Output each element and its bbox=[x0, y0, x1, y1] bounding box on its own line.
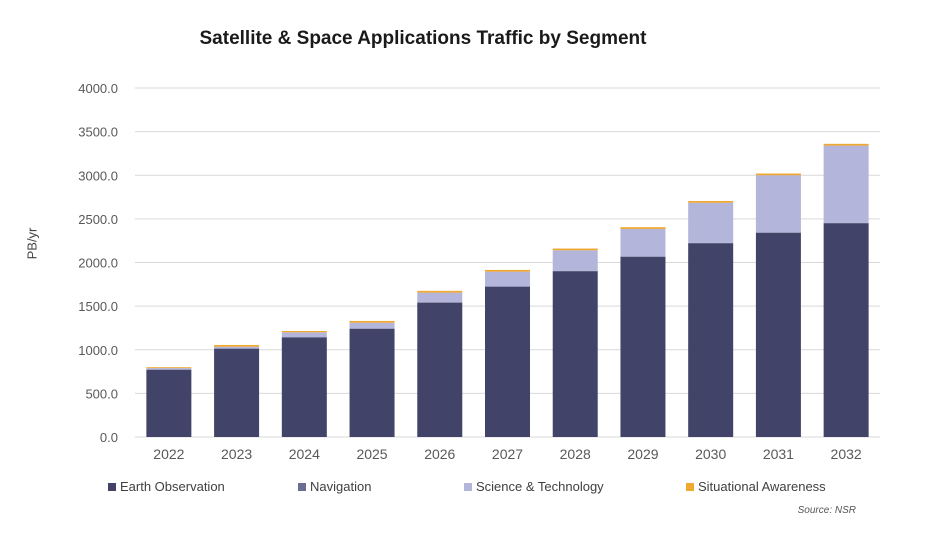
x-tick-label: 2027 bbox=[492, 446, 523, 462]
chart-title: Satellite & Space Applications Traffic b… bbox=[199, 28, 647, 49]
legend-swatch bbox=[108, 482, 116, 491]
bar-science-technology-2023 bbox=[214, 346, 260, 349]
x-tick-label: 2024 bbox=[289, 446, 320, 462]
legend-label: Earth Observation bbox=[120, 479, 225, 494]
bar-situational-awareness-2025 bbox=[349, 320, 395, 323]
y-tick-label: 2000.0 bbox=[78, 256, 118, 271]
legend-item: Situational Awareness bbox=[686, 479, 886, 494]
bar-navigation-2024 bbox=[281, 337, 327, 338]
legend-swatch bbox=[686, 482, 694, 491]
x-tick-label: 2030 bbox=[695, 446, 726, 462]
bar-earth-observation-2028 bbox=[552, 271, 598, 437]
bar-science-technology-2024 bbox=[281, 332, 327, 338]
bar-situational-awareness-2032 bbox=[823, 143, 869, 146]
legend: Earth Observation Navigation Science & Tec… bbox=[108, 479, 886, 494]
bar-situational-awareness-2027 bbox=[485, 269, 530, 272]
y-tick-label: 4000.0 bbox=[78, 81, 118, 96]
bar-situational-awareness-2022 bbox=[146, 367, 192, 369]
legend-swatch bbox=[464, 482, 472, 491]
legend-item: Science & Technology bbox=[464, 479, 686, 494]
legend-swatch bbox=[298, 482, 306, 491]
legend-label: Science & Technology bbox=[476, 479, 604, 494]
y-tick-label: 1000.0 bbox=[78, 343, 118, 358]
legend-label: Situational Awareness bbox=[698, 479, 826, 494]
bar-science-technology-2031 bbox=[755, 175, 801, 233]
bar-navigation-2030 bbox=[688, 242, 734, 244]
y-tick-label: 3500.0 bbox=[78, 125, 118, 140]
bar-science-technology-2030 bbox=[688, 202, 734, 243]
bar-navigation-2025 bbox=[349, 328, 395, 329]
bar-navigation-2023 bbox=[214, 348, 260, 349]
bar-earth-observation-2032 bbox=[823, 223, 869, 437]
x-tick-label: 2032 bbox=[831, 446, 862, 462]
bar-science-technology-2032 bbox=[823, 145, 869, 223]
bar-situational-awareness-2024 bbox=[281, 330, 327, 333]
bar-navigation-2029 bbox=[620, 256, 666, 257]
bar-earth-observation-2022 bbox=[146, 369, 192, 437]
legend-label: Navigation bbox=[310, 479, 372, 494]
legend-item: Navigation bbox=[298, 479, 464, 494]
bar-navigation-2022 bbox=[146, 369, 192, 370]
bar-situational-awareness-2030 bbox=[688, 200, 734, 203]
bar-situational-awareness-2029 bbox=[620, 227, 666, 229]
legend-item: Earth Observation bbox=[108, 479, 298, 494]
bar-navigation-2027 bbox=[485, 286, 530, 287]
bar-situational-awareness-2026 bbox=[417, 290, 463, 293]
bar-earth-observation-2030 bbox=[688, 243, 734, 437]
bar-science-technology-2027 bbox=[485, 271, 530, 287]
bar-science-technology-2025 bbox=[349, 322, 395, 329]
bar-situational-awareness-2028 bbox=[552, 248, 598, 251]
bar-navigation-2028 bbox=[552, 270, 598, 272]
bar-navigation-2026 bbox=[417, 302, 463, 303]
y-tick-label: 0.0 bbox=[100, 430, 118, 445]
x-tick-label: 2028 bbox=[560, 446, 591, 462]
x-tick-label: 2026 bbox=[424, 446, 455, 462]
x-tick-label: 2031 bbox=[763, 446, 794, 462]
y-tick-label: 500.0 bbox=[85, 386, 118, 401]
bar-earth-observation-2026 bbox=[417, 302, 463, 437]
bar-earth-observation-2024 bbox=[281, 337, 327, 437]
bar-earth-observation-2023 bbox=[214, 348, 260, 437]
bar-navigation-2031 bbox=[755, 232, 801, 233]
bar-navigation-2032 bbox=[823, 222, 869, 224]
x-tick-label: 2022 bbox=[153, 446, 184, 462]
x-tick-label: 2023 bbox=[221, 446, 252, 462]
bar-situational-awareness-2031 bbox=[755, 173, 801, 176]
y-tick-label: 1500.0 bbox=[78, 299, 118, 314]
bar-science-technology-2026 bbox=[417, 292, 463, 303]
y-tick-label: 3000.0 bbox=[78, 168, 118, 183]
bar-earth-observation-2027 bbox=[485, 286, 530, 437]
bar-earth-observation-2029 bbox=[620, 256, 666, 437]
bar-science-technology-2028 bbox=[552, 250, 598, 271]
source-note: Source: NSR bbox=[797, 505, 856, 516]
bar-situational-awareness-2023 bbox=[214, 344, 260, 347]
x-tick-label: 2029 bbox=[627, 446, 658, 462]
y-tick-label: 2500.0 bbox=[78, 212, 118, 227]
bar-science-technology-2022 bbox=[146, 368, 192, 370]
bar-earth-observation-2031 bbox=[755, 232, 801, 437]
bar-earth-observation-2025 bbox=[349, 328, 395, 437]
bar-science-technology-2029 bbox=[620, 228, 666, 257]
x-tick-label: 2025 bbox=[356, 446, 387, 462]
